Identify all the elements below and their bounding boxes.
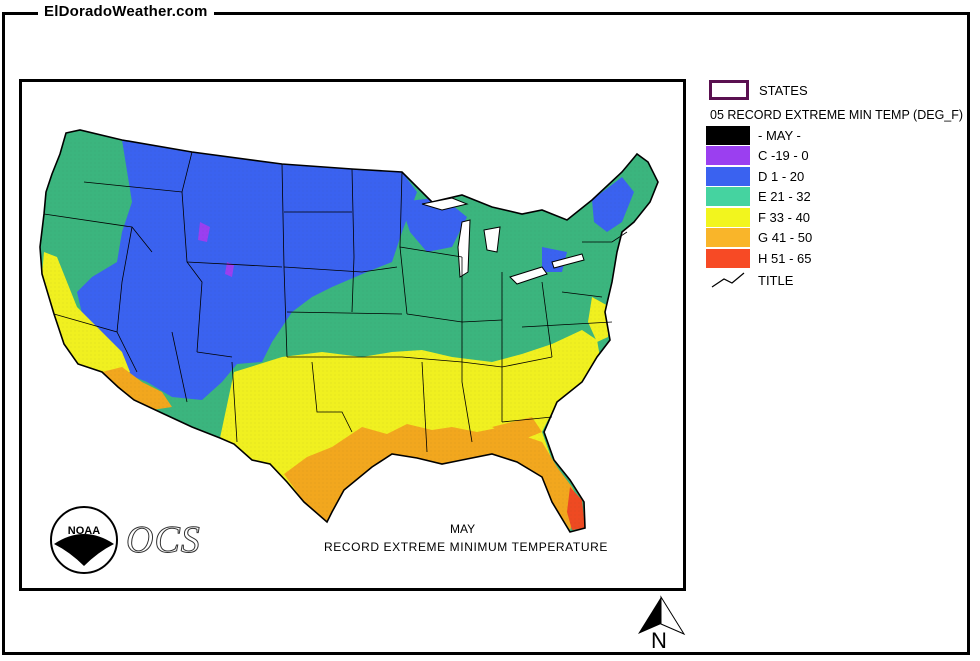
legend-item[interactable]: H 51 - 65 [706, 248, 811, 268]
legend-layer-title-row: 05 RECORD EXTREME MIN TEMP (DEG_F) [706, 105, 963, 125]
site-title[interactable]: ElDoradoWeather.com [38, 3, 214, 20]
legend-swatch [706, 166, 750, 186]
legend-swatch [706, 146, 750, 165]
legend-item-label: F 33 - 40 [758, 209, 811, 225]
legend: STATES 05 RECORD EXTREME MIN TEMP (DEG_F… [706, 78, 980, 303]
legend-item[interactable]: G 41 - 50 [706, 228, 812, 248]
legend-swatch [706, 228, 750, 247]
map-panel: NOAA OCS MAY RECORD EXTREME MINIMUM TEMP… [19, 79, 686, 591]
legend-title-label: TITLE [758, 272, 794, 288]
north-label: N [651, 628, 667, 653]
title-line-icon [711, 272, 745, 288]
us-temperature-map[interactable] [22, 82, 683, 588]
legend-layer-title: 05 RECORD EXTREME MIN TEMP (DEG_F) [710, 108, 964, 122]
legend-swatch [706, 248, 750, 268]
legend-item-label: G 41 - 50 [758, 230, 813, 245]
legend-item[interactable]: - MAY - [706, 125, 801, 145]
ocs-logo: OCS [126, 519, 201, 562]
legend-swatch [706, 125, 750, 145]
legend-item-label: C -19 - 0 [758, 148, 809, 163]
noaa-logo: NOAA [50, 506, 118, 574]
legend-swatch [706, 207, 750, 227]
legend-item-label: H 51 - 65 [758, 250, 812, 266]
legend-states-row[interactable]: STATES [706, 80, 808, 100]
states-outline-swatch [709, 80, 749, 100]
legend-swatch [706, 187, 750, 206]
legend-item[interactable]: D 1 - 20 [706, 166, 804, 186]
map-caption-month: MAY [450, 522, 476, 536]
legend-item-label: E 21 - 32 [758, 189, 811, 204]
legend-title-row[interactable]: TITLE [706, 270, 793, 290]
legend-item-label: - MAY - [758, 127, 801, 143]
outer-frame [2, 12, 970, 655]
legend-states-label: STATES [759, 82, 808, 98]
legend-item[interactable]: F 33 - 40 [706, 207, 810, 227]
legend-item[interactable]: E 21 - 32 [706, 187, 811, 207]
legend-item-label: D 1 - 20 [758, 168, 805, 184]
noaa-logo-text: NOAA [68, 525, 100, 537]
legend-item[interactable]: C -19 - 0 [706, 146, 809, 166]
map-caption-title: RECORD EXTREME MINIMUM TEMPERATURE [324, 540, 608, 554]
north-arrow-icon [638, 595, 686, 636]
